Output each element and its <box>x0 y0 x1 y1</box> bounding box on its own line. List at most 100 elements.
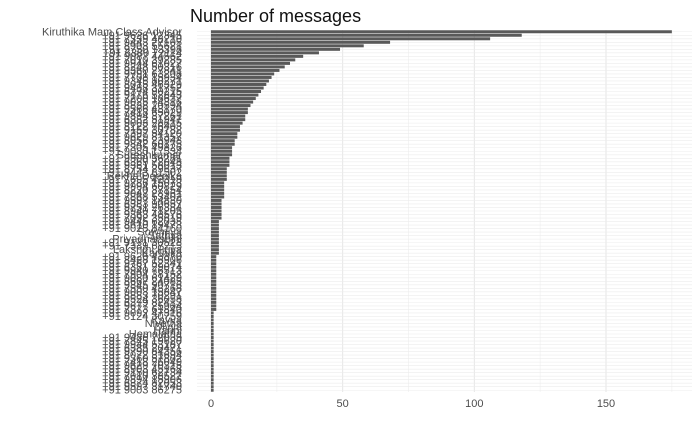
y-tick-label: Sathya <box>148 230 183 242</box>
y-tick-label: +91 9786 15073 <box>102 177 182 189</box>
y-tick-label: +91 9345 90716 <box>102 279 182 291</box>
x-tick-label: 50 <box>337 398 349 410</box>
bar <box>211 163 230 167</box>
y-tick-label: +91 9486 72035 <box>102 332 182 344</box>
bar <box>211 244 219 248</box>
bar <box>211 304 217 308</box>
y-tick-labels: Kiruthika Mam Class Advisor+91 9626 1234… <box>42 26 183 396</box>
y-tick-label: Kiruthika Mam Class Advisor <box>42 26 182 38</box>
y-tick-label: +91 9488 31752 <box>102 82 182 94</box>
bar <box>211 195 225 199</box>
y-tick-label: +91 7695 42318 <box>102 174 182 186</box>
bar <box>211 125 240 129</box>
bar <box>211 93 259 97</box>
y-tick-label: +91 9361 58013 <box>102 160 182 172</box>
bar <box>211 68 280 72</box>
bar <box>211 241 219 245</box>
bar <box>211 104 251 108</box>
bar <box>211 325 214 329</box>
bar <box>211 220 219 224</box>
y-tick-label: +91 8610 19473 <box>102 220 182 232</box>
y-tick-label: +91 9363 48576 <box>102 209 182 221</box>
y-tick-label: +91 9629 70315 <box>102 360 182 372</box>
y-tick-label: +91 9842 60175 <box>102 139 182 151</box>
y-tick-label: +91 7305 49826 <box>102 142 182 154</box>
bar <box>211 364 214 368</box>
bar <box>211 265 217 269</box>
y-tick-label: Sureshkumar <box>117 149 183 161</box>
y-tick-label: +91 8015 46329 <box>102 79 182 91</box>
y-tick-label: +91 9176 52843 <box>102 90 182 102</box>
bar <box>211 307 217 311</box>
y-tick-label: +91 8220 37154 <box>102 184 182 196</box>
y-tick-label: +91 9994 60829 <box>102 181 182 193</box>
bar <box>211 58 296 62</box>
y-tick-label: +91 8903 55621 <box>102 40 182 52</box>
bar <box>211 343 214 347</box>
bar <box>211 47 341 51</box>
y-tick-label: +91 9677 25904 <box>102 300 182 312</box>
bar <box>211 297 217 301</box>
bar <box>211 191 225 195</box>
bar <box>211 177 227 181</box>
y-tick-label: +91 7010 39285 <box>102 54 182 66</box>
y-tick-label: Nivetha <box>145 318 183 330</box>
bar <box>211 111 248 115</box>
bar <box>211 314 214 318</box>
bar <box>211 121 243 125</box>
bar <box>211 118 246 122</box>
bar <box>211 346 214 350</box>
y-tick-label: +91 6381 29074 <box>102 262 182 274</box>
y-tick-label: +91 7868 53402 <box>102 191 182 203</box>
y-tick-label: +91 8940 71205 <box>102 206 182 218</box>
y-tick-label: Harini <box>153 325 182 337</box>
bar <box>211 234 219 238</box>
y-tick-label: +91 9500 36281 <box>102 153 182 165</box>
y-tick-label: +91 9159 30782 <box>102 125 182 137</box>
y-tick-label: +91 8072 31694 <box>102 350 182 362</box>
y-tick-label: +91 7550 43268 <box>102 283 182 295</box>
bar <box>211 114 246 118</box>
y-tick-label: +91 9524 36058 <box>102 293 182 305</box>
bar <box>211 86 264 90</box>
bar <box>211 153 233 157</box>
bar <box>211 329 214 332</box>
y-tick-label: +91 6369 72048 <box>102 156 182 168</box>
bar <box>211 388 214 392</box>
y-tick-label: +91 9940 76513 <box>102 265 182 277</box>
y-tick-label: +91 7708 15934 <box>102 72 182 84</box>
bar <box>211 97 256 101</box>
bar <box>211 251 219 255</box>
bar <box>211 272 217 276</box>
bar <box>211 146 233 150</box>
bar <box>211 378 214 382</box>
y-tick-label: +91 9629 81357 <box>102 132 182 144</box>
y-tick-label: +91 9944 61027 <box>102 58 182 70</box>
y-tick-label: +91 6382 51947 <box>102 114 182 126</box>
y-tick-label: +91 7200 18637 <box>102 93 182 105</box>
bar <box>211 44 364 48</box>
x-tick-label: 0 <box>208 398 214 410</box>
bar <box>211 205 222 209</box>
y-tick-label: +91 9003 28615 <box>102 118 182 130</box>
bar <box>211 262 217 266</box>
bar <box>211 65 285 69</box>
bar <box>211 213 222 217</box>
x-tick-label: 100 <box>465 398 483 410</box>
y-tick-label: +91 9345 80271 <box>102 75 182 87</box>
y-tick-label: +91 9894 37261 <box>102 111 182 123</box>
bar <box>211 339 214 343</box>
y-tick-label: +91 9171 30528 <box>102 237 182 249</box>
y-tick-label: +91 9443 81502 <box>102 167 182 179</box>
bar <box>211 90 262 93</box>
y-tick-label: +91 9626 12345 <box>102 30 182 42</box>
y-tick-label: +91 9597 31740 <box>102 381 182 393</box>
y-tick-label: +91 9003 86275 <box>102 385 182 397</box>
y-tick-label: +91 7418 26049 <box>102 357 182 369</box>
y-tick-label: Sowmiya <box>137 227 183 239</box>
y-tick-label: +91 9790 84356 <box>102 346 182 358</box>
y-tick-label: +91 9944 53187 <box>102 339 182 351</box>
y-tick-label: +91 9566 43170 <box>102 104 182 116</box>
bar <box>211 184 225 188</box>
bar <box>211 139 235 143</box>
